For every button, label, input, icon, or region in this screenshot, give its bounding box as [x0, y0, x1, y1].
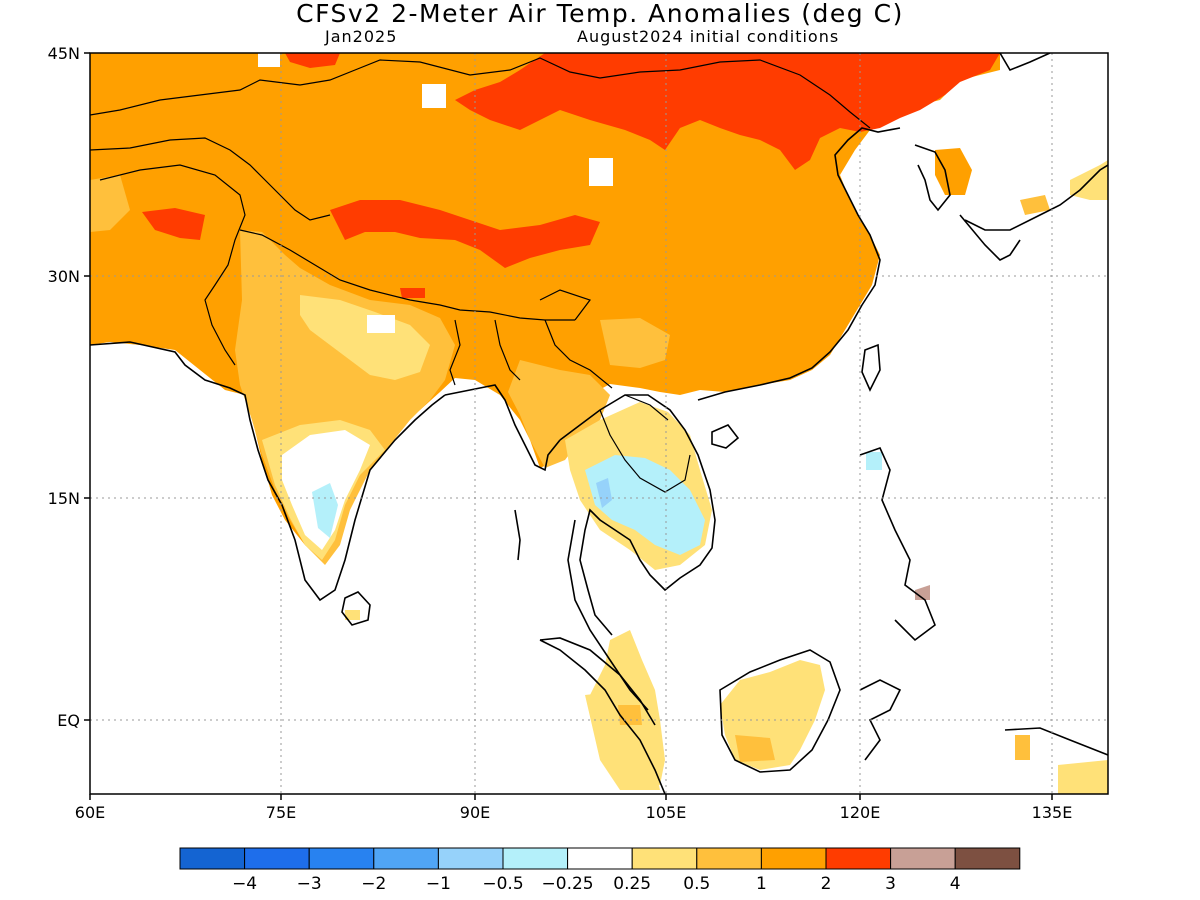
lon-tick-label: 60E — [75, 803, 105, 822]
colorbar-label: −0.5 — [482, 874, 523, 894]
colorbar: −4 −3 −2 −1 −0.5 −0.25 0.25 0.5 1 2 3 4 — [179, 847, 1021, 894]
anomaly-region-borneo-half — [735, 735, 775, 762]
colorbar-label: 2 — [821, 874, 832, 894]
colorbar-swatch — [954, 847, 1021, 870]
lon-tick-label: 105E — [646, 803, 687, 822]
lat-tick-label: 45N — [48, 44, 80, 63]
anomaly-region-half-to-1-west — [90, 175, 130, 232]
anomaly-region-malay — [585, 692, 660, 790]
anomaly-region-neg-quarter-indochina — [585, 455, 705, 555]
colorbar-label: −2 — [361, 874, 386, 894]
anomaly-region-2-to-3-tibet — [330, 200, 600, 268]
lat-tick-label: EQ — [57, 711, 80, 730]
colorbar-swatch — [373, 847, 439, 870]
anomaly-region-2-to-3-westnorth — [285, 53, 340, 68]
anomaly-region-neg-quarter-philippines — [866, 452, 882, 470]
lon-tick-label: 120E — [840, 803, 881, 822]
anomaly-region-2-to-3-west — [142, 208, 205, 240]
tick-marks — [84, 52, 1053, 800]
anomaly-region-half-to-1-south-china — [600, 318, 670, 368]
lon-tick-label: 135E — [1032, 803, 1073, 822]
lat-tick-label: 15N — [48, 489, 80, 508]
anomaly-field — [90, 53, 1108, 794]
anomaly-region-quarter-to-half-india — [300, 295, 430, 380]
anomaly-region-half-to-1-indochina — [508, 360, 610, 468]
anomaly-region-neg-half-indochina — [596, 478, 612, 508]
map-frame — [89, 52, 1109, 795]
colorbar-swatch — [437, 847, 504, 870]
chart-title: CFSv2 2-Meter Air Temp. Anomalies (deg C… — [296, 0, 904, 28]
colorbar-label: 1 — [756, 874, 767, 894]
missing-cell — [422, 84, 446, 108]
colorbar-label: −1 — [426, 874, 451, 894]
anomaly-region-2-to-3-north — [455, 53, 1000, 170]
colorbar-label: −0.25 — [542, 874, 594, 894]
missing-cell — [589, 158, 613, 186]
lat-tick-label: 30N — [48, 267, 80, 286]
colorbar-swatch — [308, 847, 375, 870]
graticule — [90, 53, 1108, 794]
anomaly-region-sumatra-half — [618, 705, 642, 725]
colorbar-label: −3 — [297, 874, 322, 894]
colorbar-swatch — [244, 847, 310, 870]
colorbar-swatch — [179, 847, 246, 870]
missing-cell — [367, 315, 395, 333]
anomaly-region-newguinea — [1058, 760, 1108, 794]
valid-month-label: Jan2025 — [325, 27, 398, 46]
colorbar-label: 4 — [950, 874, 961, 894]
colorbar-swatch — [696, 847, 762, 870]
country-borders — [90, 57, 871, 493]
colorbar-swatch — [760, 847, 827, 870]
anomaly-region-korea — [935, 148, 972, 195]
initial-conditions-label: August2024 initial conditions — [577, 27, 840, 46]
anomaly-region-newguinea-half — [1015, 735, 1030, 760]
colorbar-label: 0.5 — [683, 874, 710, 894]
colorbar-label: 3 — [885, 874, 896, 894]
colorbar-swatch — [502, 847, 569, 870]
anomaly-region-2-to-3-small — [400, 288, 425, 298]
missing-cell — [258, 53, 280, 67]
anomaly-region-sri-lanka — [345, 610, 360, 620]
anomaly-region-neg-quarter-india — [312, 483, 338, 538]
colorbar-swatch — [825, 847, 892, 870]
colorbar-swatch — [631, 847, 698, 870]
anomaly-region-japan-half — [1020, 195, 1050, 215]
lon-tick-label: 90E — [460, 803, 490, 822]
colorbar-label: −4 — [232, 874, 257, 894]
colorbar-swatch — [890, 847, 956, 870]
colorbar-swatch — [567, 847, 633, 870]
colorbar-label: 0.25 — [613, 874, 651, 894]
lon-tick-label: 75E — [266, 803, 296, 822]
